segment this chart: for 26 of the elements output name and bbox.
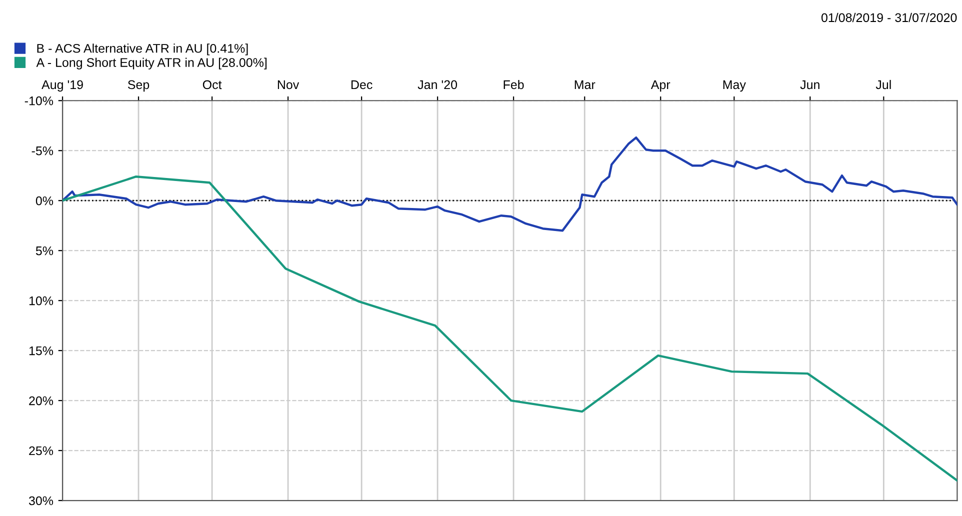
y-tick-label: 20% [29, 396, 54, 406]
x-tick-label: Oct [202, 80, 222, 90]
y-tick-label: 0% [36, 196, 54, 206]
x-tick-label: Jun [800, 80, 820, 90]
x-tick-label: Aug '19 [42, 80, 83, 92]
legend-label: B - ACS Alternative ATR in AU [0.41%] [37, 44, 248, 56]
y-tick-label: 25% [29, 446, 54, 456]
line-series [62, 136, 958, 232]
line-series [62, 175, 958, 482]
y-tick-label: -5% [32, 146, 54, 156]
x-tick-label: Sep [128, 80, 150, 92]
y-tick-label: 5% [36, 246, 54, 256]
y-tick-label: 10% [29, 296, 54, 306]
x-tick-label: Dec [351, 80, 372, 90]
x-tick-label: Jan '20 [418, 80, 458, 90]
x-tick-label: Jul [876, 80, 891, 90]
x-tick-label: Nov [278, 80, 300, 90]
y-tick-label: 30% [28, 496, 54, 506]
y-tick-label: -10% [24, 96, 54, 106]
x-tick-label: Feb [504, 80, 524, 90]
chart-subtitle: 01/08/2019 - 31/07/2020 [821, 12, 957, 22]
x-tick-label: May [723, 80, 746, 92]
x-tick-label: Mar [574, 80, 596, 90]
x-tick-label: Apr [650, 80, 670, 92]
y-tick-label: 15% [29, 346, 54, 356]
legend-label: A - Long Short Equity ATR in AU [28.00%] [36, 58, 267, 70]
